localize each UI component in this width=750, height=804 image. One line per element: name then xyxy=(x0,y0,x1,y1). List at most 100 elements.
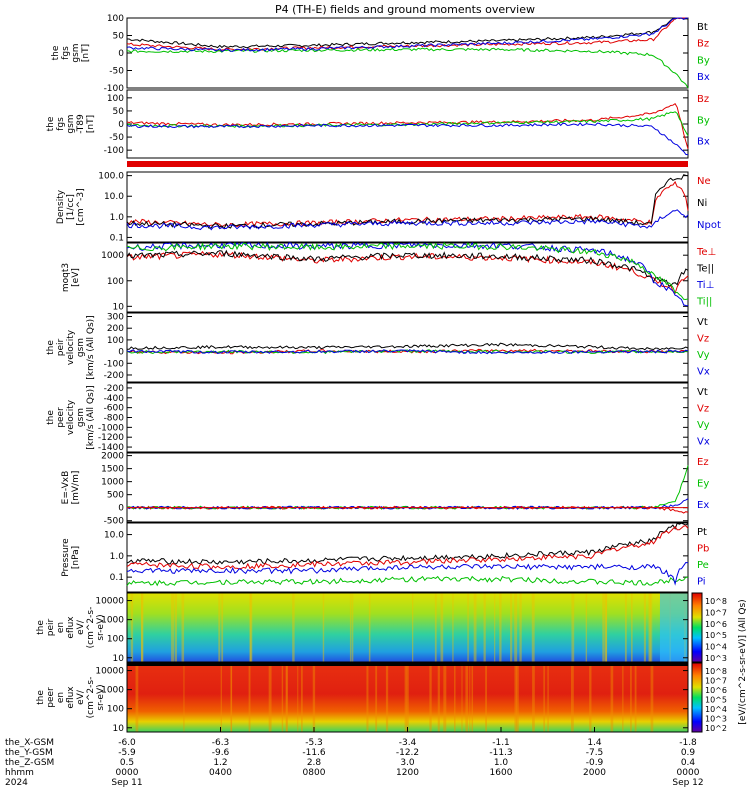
x-axis-value: -1.1 xyxy=(492,738,510,748)
spectrogram-streak xyxy=(292,593,295,662)
spectrogram-streak xyxy=(602,593,605,662)
legend-item: Vz xyxy=(697,333,709,344)
spectrogram-fill xyxy=(127,663,688,732)
y-axis-label: the peer en eflux eV/(cm^2-s-sr-eV) xyxy=(36,677,106,719)
y-tick-label: 50 xyxy=(113,32,125,42)
spectrogram-streak xyxy=(440,593,444,662)
spectrogram-streak xyxy=(622,663,624,732)
y-label-line: en xyxy=(56,692,66,703)
legend-item: Ti|| xyxy=(696,296,712,307)
series-Bx xyxy=(126,122,689,156)
x-axis-value: 0.9 xyxy=(681,748,696,758)
colorbar-tick-label: 10^7 xyxy=(705,677,727,686)
y-label-line: the xyxy=(46,340,56,355)
legend-item: Ti⊥ xyxy=(696,280,714,291)
y-label-line: [km/s (All Qs)] xyxy=(86,315,96,379)
spectrogram-streak xyxy=(368,593,371,662)
legend-item: Pi xyxy=(697,576,706,587)
y-tick-label: 1.0 xyxy=(110,213,125,223)
colorbar-tick-label: 10^8 xyxy=(705,597,727,606)
y-tick-label: 100 xyxy=(107,94,124,104)
legend-item: Vz xyxy=(697,403,709,414)
y-tick-label: 100 xyxy=(107,635,124,645)
series-Pi xyxy=(126,561,689,586)
y-tick-label: 300 xyxy=(107,313,124,323)
x-axis-row-label: the_Z-GSM xyxy=(5,758,54,768)
y-label-line: E=-VxB xyxy=(61,471,71,505)
colorbar-label-text: [eV/(cm^2-s-sr-eV)] (All Qs) xyxy=(738,599,748,724)
y-label-line: sr-eV) xyxy=(96,684,106,710)
panel-fgs-gsm-dc: 100 50 0 -50 -100 the fgs gsm -T89 [nT] Bz By Bx xyxy=(46,89,710,167)
spectrogram-streak xyxy=(514,663,517,732)
series-Vt xyxy=(126,342,689,351)
spectrogram-streak xyxy=(385,663,389,732)
y-label-line: eflux xyxy=(66,616,76,639)
legend-item: Vt xyxy=(697,387,708,398)
spectrogram-streak xyxy=(510,593,513,662)
series-Te|| xyxy=(126,249,689,287)
y-label-line: [nT] xyxy=(81,44,91,62)
y-tick-label: -50 xyxy=(109,133,124,143)
legend-item: Pe xyxy=(697,560,709,571)
y-tick-label: 10.0 xyxy=(104,531,124,541)
y-label-line: velocity xyxy=(66,329,76,365)
spectrogram-streak xyxy=(141,593,144,662)
y-label-line: the xyxy=(51,45,61,60)
x-axis-value: -7.5 xyxy=(586,748,604,758)
panel-peir-eflux: 10000 1000 100 10 the peir en eflux eV/(cm^2-s-s… xyxy=(36,592,689,664)
spectrogram-streak xyxy=(220,663,222,732)
y-label-line: (cm^2-s- xyxy=(86,677,96,719)
y-label-line: Pressure xyxy=(61,538,71,577)
panel-frame xyxy=(126,312,689,383)
spectrogram-streak xyxy=(171,593,175,662)
y-tick-label: -1000 xyxy=(98,423,124,433)
x-axis-value: -5.3 xyxy=(305,738,323,748)
spectrogram-streak xyxy=(349,593,352,662)
y-tick-label: 0 xyxy=(118,120,124,130)
spectrogram-streak xyxy=(249,593,252,662)
y-label-line: the xyxy=(46,116,56,131)
spectrogram-streak xyxy=(467,593,469,662)
x-axis-value: 2.8 xyxy=(307,758,322,768)
legend-item: Vy xyxy=(697,350,710,361)
series-Te⊥ xyxy=(126,250,689,294)
series-By xyxy=(126,111,689,136)
y-label-line: velocity xyxy=(66,399,76,435)
y-label-line: eflux xyxy=(66,686,76,709)
legend-item: Ni xyxy=(697,198,707,209)
colorbar-electron xyxy=(691,662,703,733)
y-tick-label: 1000 xyxy=(101,478,124,488)
x-axis-value: -11.3 xyxy=(489,748,512,758)
spectrogram-streak xyxy=(452,593,454,662)
series-Bx xyxy=(126,17,689,53)
y-label-line: eV/ xyxy=(76,619,86,635)
spectrogram-streak xyxy=(630,663,632,732)
y-label-line: [eV] xyxy=(71,268,81,287)
spectrogram-streak xyxy=(281,663,284,732)
y-label-line: gsm xyxy=(71,43,81,62)
spectrogram-streak xyxy=(429,663,432,732)
y-tick-label: 0.1 xyxy=(110,573,124,583)
series-Vx xyxy=(126,349,689,355)
y-axis-label: Pressure [nPa] xyxy=(61,538,81,577)
x-axis-value: 1600 xyxy=(490,768,513,778)
y-tick-label: -200 xyxy=(104,384,125,394)
spectrogram-streak xyxy=(366,663,369,732)
colorbar-tick-label: 10^6 xyxy=(705,686,727,695)
y-label-line: [1/cc] xyxy=(66,194,76,220)
legend-item: By xyxy=(697,55,710,66)
legend-item: Pb xyxy=(697,543,709,554)
spectrogram-streak xyxy=(543,663,545,732)
y-label-line: fgs xyxy=(61,46,71,60)
spectrogram-patch xyxy=(659,593,688,662)
spectrogram-fill xyxy=(127,593,688,662)
x-axis-value: Sep 11 xyxy=(111,778,142,788)
spectrogram-streak xyxy=(532,663,535,732)
colorbar-label: [eV/(cm^2-s-sr-eV)] (All Qs) xyxy=(738,599,748,724)
series-Vy xyxy=(126,349,689,355)
x-axis-value: 1200 xyxy=(396,768,419,778)
x-axis-value: -5.9 xyxy=(118,748,136,758)
legend-item: Bx xyxy=(697,137,710,148)
y-label-line: moqt3 xyxy=(61,263,71,292)
